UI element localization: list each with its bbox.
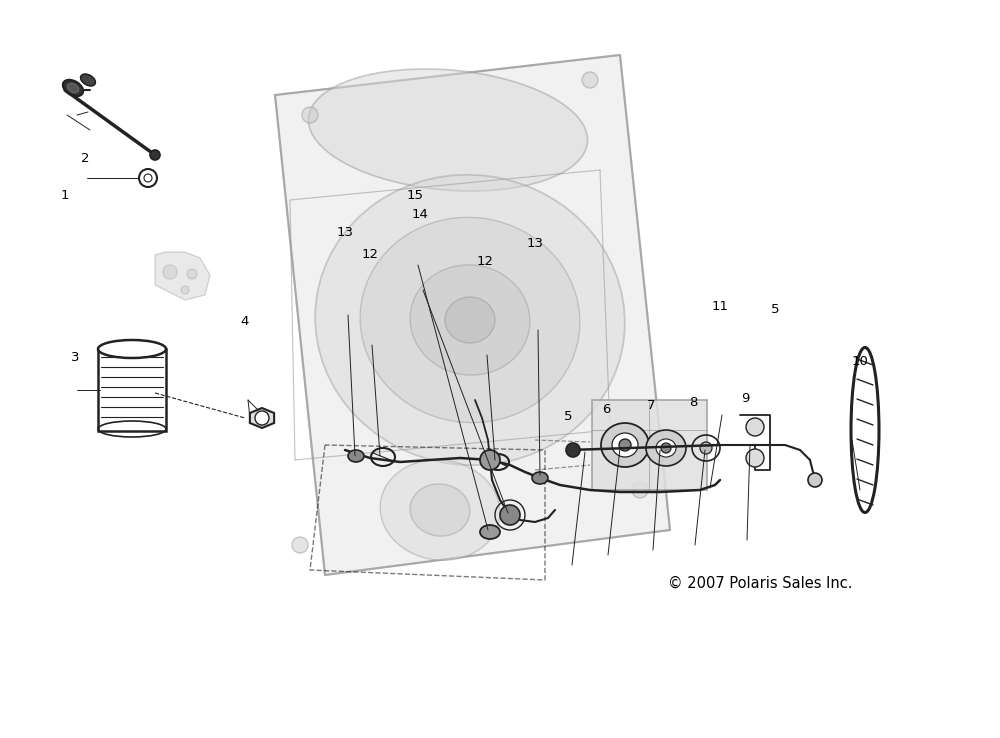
Circle shape — [661, 443, 671, 453]
Ellipse shape — [612, 433, 638, 457]
Bar — [592, 400, 707, 490]
Text: 13: 13 — [336, 226, 354, 239]
Text: 3: 3 — [71, 351, 79, 365]
Polygon shape — [250, 408, 274, 428]
Circle shape — [619, 439, 631, 451]
Text: 10: 10 — [852, 355, 868, 368]
Ellipse shape — [445, 297, 495, 343]
Circle shape — [302, 107, 318, 123]
Text: 8: 8 — [689, 396, 697, 409]
Text: 13: 13 — [526, 237, 544, 250]
Text: 14: 14 — [412, 207, 428, 221]
Circle shape — [181, 286, 189, 294]
Text: © 2007 Polaris Sales Inc.: © 2007 Polaris Sales Inc. — [668, 576, 852, 590]
Circle shape — [163, 265, 177, 279]
Text: 5: 5 — [771, 303, 779, 317]
Text: 5: 5 — [564, 410, 572, 424]
Ellipse shape — [656, 439, 676, 457]
Circle shape — [255, 411, 269, 425]
Text: 15: 15 — [406, 189, 424, 202]
Circle shape — [746, 449, 764, 467]
Ellipse shape — [348, 450, 364, 462]
Circle shape — [480, 450, 500, 470]
Circle shape — [632, 482, 648, 498]
Text: 4: 4 — [241, 314, 249, 328]
Text: 1: 1 — [61, 189, 69, 202]
Text: 9: 9 — [741, 392, 749, 405]
Ellipse shape — [315, 175, 625, 465]
Ellipse shape — [81, 74, 95, 86]
Circle shape — [808, 473, 822, 487]
Circle shape — [187, 269, 197, 279]
Circle shape — [746, 418, 764, 436]
Ellipse shape — [480, 525, 500, 539]
Ellipse shape — [646, 430, 686, 466]
Bar — [98, 349, 166, 431]
Ellipse shape — [360, 218, 580, 423]
Ellipse shape — [410, 265, 530, 375]
Ellipse shape — [67, 83, 79, 92]
Circle shape — [582, 72, 598, 88]
Circle shape — [700, 442, 712, 454]
Text: 6: 6 — [602, 403, 610, 416]
Polygon shape — [275, 55, 670, 575]
Circle shape — [566, 443, 580, 457]
Ellipse shape — [601, 423, 649, 467]
Text: 12: 12 — [477, 255, 494, 269]
Text: 11: 11 — [712, 300, 728, 313]
Text: 12: 12 — [362, 248, 378, 261]
Circle shape — [150, 150, 160, 160]
Polygon shape — [155, 252, 210, 300]
Text: 2: 2 — [81, 152, 89, 165]
Circle shape — [500, 505, 520, 525]
Ellipse shape — [98, 340, 166, 358]
Circle shape — [292, 537, 308, 553]
Text: 7: 7 — [647, 399, 655, 413]
Ellipse shape — [532, 472, 548, 484]
Ellipse shape — [63, 80, 83, 96]
Ellipse shape — [380, 460, 500, 560]
Ellipse shape — [410, 484, 470, 536]
Ellipse shape — [308, 69, 588, 191]
